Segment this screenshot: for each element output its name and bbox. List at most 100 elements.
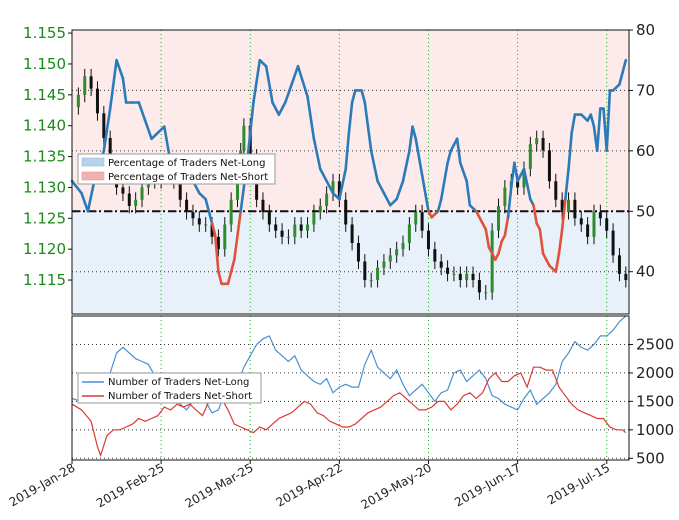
legend-swatch-net-short bbox=[81, 171, 105, 181]
candle-body-37 bbox=[299, 224, 303, 231]
pct-segment-65 bbox=[446, 149, 453, 165]
lower-tick-label-2: 1500 bbox=[636, 392, 674, 410]
pct-segment-50 bbox=[369, 149, 379, 183]
traders-net-short-count-line bbox=[71, 366, 627, 458]
candle-body-11 bbox=[140, 187, 144, 200]
pct-segment-52 bbox=[382, 191, 392, 207]
legend-label-net-long: Percentage of Traders Net-Long bbox=[108, 158, 266, 169]
candle-body-24 bbox=[223, 224, 227, 250]
candle-body-1 bbox=[76, 94, 80, 108]
pct-segment-77 bbox=[497, 240, 503, 255]
pct-segment-43 bbox=[338, 167, 348, 201]
pct-segment-20 bbox=[198, 191, 207, 201]
candle-body-50 bbox=[382, 261, 386, 268]
pct-segment-69 bbox=[465, 179, 472, 207]
candle-body-41 bbox=[325, 193, 329, 206]
candle-body-8 bbox=[121, 187, 125, 194]
left-tick-label-0: 1.155 bbox=[23, 24, 66, 42]
candle-body-49 bbox=[376, 267, 380, 281]
lower-legend: Number of Traders Net-Long Number of Tra… bbox=[77, 372, 262, 404]
pct-segment-51 bbox=[376, 179, 386, 195]
pct-segment-49 bbox=[363, 101, 373, 153]
candle-body-17 bbox=[178, 181, 182, 200]
pct-segment-24 bbox=[217, 270, 223, 286]
pct-segment-97 bbox=[570, 113, 577, 135]
pct-segment-79 bbox=[503, 216, 510, 237]
pct-segment-106 bbox=[605, 89, 612, 153]
candle-body-36 bbox=[293, 224, 297, 237]
candle-body-68 bbox=[497, 205, 501, 231]
pct-segment-12 bbox=[143, 119, 153, 141]
pct-segment-101 bbox=[589, 113, 596, 128]
left-tick-label-5: 1.130 bbox=[23, 178, 66, 196]
left-tick-label-6: 1.125 bbox=[23, 209, 66, 227]
candle-body-9 bbox=[127, 193, 131, 206]
candle-body-51 bbox=[388, 255, 392, 262]
pct-segment-34 bbox=[277, 101, 287, 116]
candle-body-62 bbox=[458, 273, 462, 281]
pct-segment-26 bbox=[226, 258, 236, 286]
candle-body-39 bbox=[312, 212, 316, 225]
candle-body-55 bbox=[414, 212, 418, 225]
pct-segment-33 bbox=[271, 101, 281, 116]
candle-body-59 bbox=[439, 261, 443, 268]
left-tick-label-1: 1.150 bbox=[23, 55, 66, 73]
candle-body-85 bbox=[605, 218, 609, 231]
pct-segment-23 bbox=[213, 234, 220, 274]
left-tick-label-8: 1.115 bbox=[23, 271, 66, 289]
date-tick-label-1: 2019-Feb-25 bbox=[94, 460, 167, 510]
lower-panel: 2500 2000 1500 1000 500 Number of Traders Ne… bbox=[71, 315, 674, 467]
pct-segment-29 bbox=[245, 101, 255, 165]
upper-panel: 1.155 1.150 1.145 1.140 1.135 1.130 1.125 1.120… bbox=[23, 21, 655, 315]
pct-segment-60 bbox=[423, 191, 430, 213]
pct-segment-6 bbox=[108, 58, 118, 110]
candle-body-57 bbox=[426, 230, 430, 250]
candle-body-78 bbox=[560, 199, 564, 213]
candle-body-20 bbox=[197, 218, 201, 225]
pct-segment-88 bbox=[538, 228, 545, 255]
pct-segment-110 bbox=[621, 58, 628, 74]
lower-panel-frame bbox=[71, 315, 630, 461]
candle-body-22 bbox=[210, 224, 214, 237]
right-tick-label-4: 40 bbox=[636, 263, 655, 281]
candle-body-65 bbox=[477, 280, 481, 293]
candle-body-69 bbox=[503, 187, 507, 206]
right-tick-label-0: 80 bbox=[636, 21, 655, 39]
candle-body-58 bbox=[433, 249, 437, 262]
pct-segment-58 bbox=[414, 137, 424, 177]
pct-segment-59 bbox=[420, 173, 427, 195]
candle-body-23 bbox=[216, 236, 220, 250]
lower-tick-label-1: 2000 bbox=[636, 364, 674, 382]
left-tick-label-4: 1.135 bbox=[23, 148, 66, 166]
pct-segment-73 bbox=[484, 228, 491, 249]
pct-segment-44 bbox=[344, 131, 351, 171]
candle-body-86 bbox=[611, 230, 615, 256]
date-tick-label-6: 2019-Jul-15 bbox=[545, 460, 612, 507]
percentage-net-long-line bbox=[70, 58, 628, 286]
left-tick-label-2: 1.145 bbox=[23, 86, 66, 104]
pct-segment-66 bbox=[449, 137, 459, 153]
net-long-background bbox=[72, 211, 629, 314]
pct-segment-8 bbox=[121, 77, 128, 104]
pct-segment-37 bbox=[296, 64, 309, 98]
candle-body-35 bbox=[286, 236, 290, 238]
pct-segment-103 bbox=[595, 107, 602, 153]
pct-segment-27 bbox=[233, 209, 242, 261]
pct-segment-13 bbox=[150, 131, 160, 141]
pct-segment-71 bbox=[474, 209, 484, 225]
candle-body-46 bbox=[356, 243, 360, 262]
candle-body-42 bbox=[331, 181, 335, 194]
pct-segment-109 bbox=[618, 70, 624, 86]
pct-segment-32 bbox=[264, 64, 274, 104]
pct-segment-93 bbox=[557, 228, 564, 255]
legend-swatch-net-long bbox=[81, 157, 105, 167]
candle-body-54 bbox=[407, 224, 411, 243]
candle-body-71 bbox=[516, 181, 520, 188]
candle-body-87 bbox=[617, 255, 621, 274]
candle-body-31 bbox=[261, 199, 265, 213]
pct-segment-62 bbox=[430, 209, 440, 219]
pct-segment-2 bbox=[80, 191, 90, 213]
lower-tick-label-3: 1000 bbox=[636, 421, 674, 439]
x-axis-date-ticks: 2019-Jan-28 2019-Feb-25 2019-Mar-25 2019-Ap… bbox=[7, 460, 612, 512]
candle-body-21 bbox=[204, 224, 208, 226]
